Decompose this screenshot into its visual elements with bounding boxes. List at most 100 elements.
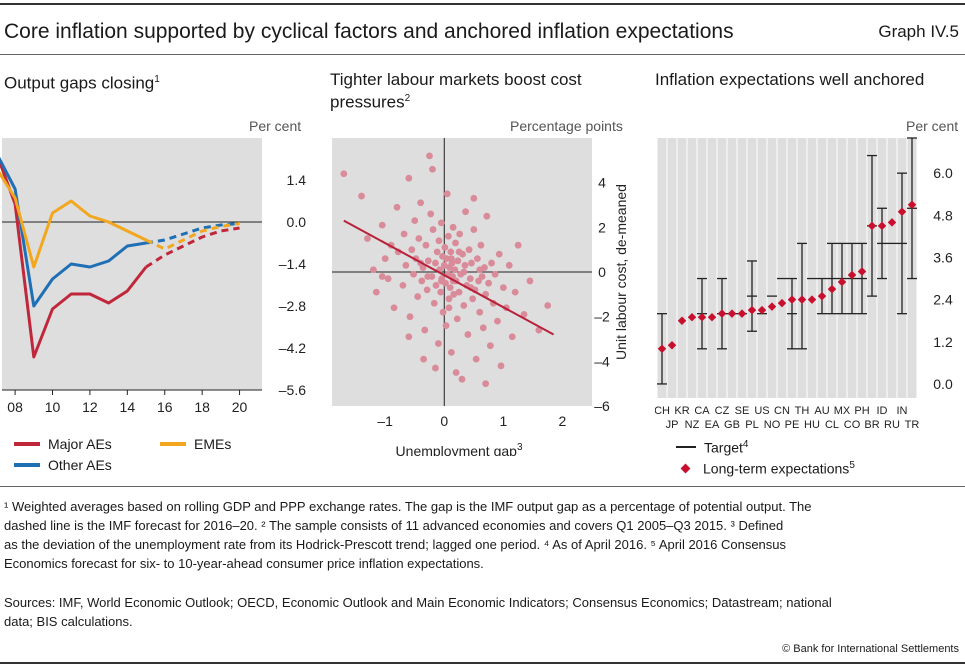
panel1-unit: Per cent <box>249 118 302 134</box>
category-label: JP <box>666 419 679 431</box>
category-label: CA <box>694 405 710 417</box>
category-label: SE <box>735 405 750 417</box>
scatter-point <box>470 226 478 233</box>
scatter-point <box>432 364 439 372</box>
x-tick-label: 0 <box>440 413 448 429</box>
x-tick-label: 10 <box>45 399 61 415</box>
scatter-point <box>434 340 442 347</box>
y-tick-label: –2.8 <box>279 298 306 314</box>
labour-scatter-chart: 4 2 0 –2 –4 –6 –1 0 1 2 Unemployment gap3 Unit labo… <box>332 138 629 456</box>
y-tick-label: 6.0 <box>933 165 953 181</box>
scatter-point <box>399 282 407 289</box>
scatter-point <box>460 302 468 309</box>
x-tick-label: 16 <box>157 399 173 415</box>
scatter-point <box>437 219 445 227</box>
category-label: NZ <box>685 419 700 431</box>
scatter-point <box>423 286 431 294</box>
expectation-marker-CN <box>777 298 787 308</box>
legend-target: Target4 <box>676 439 748 456</box>
footnote-line-3: as the deviation of the unemployment rat… <box>4 537 787 552</box>
scatter-point <box>497 362 505 370</box>
scatter-point <box>462 208 469 216</box>
category-label: PH <box>854 405 869 417</box>
scatter-point <box>402 261 410 269</box>
y-tick-label: 0 <box>598 264 606 280</box>
scatter-point <box>505 261 513 269</box>
scatter-point <box>405 174 413 182</box>
scatter-point <box>414 293 422 300</box>
y-tick-label: 0.0 <box>287 214 307 230</box>
y-tick-label: 3.6 <box>933 249 953 265</box>
scatter-point <box>473 255 481 262</box>
scatter-point <box>427 210 435 218</box>
scatter-point <box>372 288 380 296</box>
category-label: NO <box>764 419 781 431</box>
scatter-point <box>437 288 445 296</box>
y-tick-label: –4.2 <box>279 340 306 356</box>
scatter-point <box>526 277 534 285</box>
y-tick-label: –5.6 <box>279 382 306 398</box>
inflation-expectations-chart: 6.0 4.8 3.6 2.4 1.2 0.0 CH JP KR NZ CA EA CZ GB SE PL US… <box>655 137 953 431</box>
panel3-unit: Per cent <box>906 118 959 134</box>
category-label: CL <box>825 419 839 431</box>
category-label: BR <box>864 419 879 431</box>
scatter-point <box>461 261 469 269</box>
scatter-point <box>381 255 389 262</box>
x-tick-label: 20 <box>232 399 248 415</box>
series-line-other-aes <box>0 156 147 308</box>
x-tick-label: 1 <box>499 413 507 429</box>
category-label: CN <box>774 405 790 417</box>
scatter-point <box>456 230 464 238</box>
expectation-marker-NO <box>767 302 777 311</box>
scatter-point <box>499 284 507 292</box>
scatter-point <box>511 288 519 296</box>
scatter-point <box>508 333 516 341</box>
legend-diamond-icon <box>680 463 691 474</box>
scatter-point <box>460 268 468 276</box>
scatter-point <box>442 322 450 329</box>
scatter-point <box>410 270 417 278</box>
scatter-point <box>422 241 430 249</box>
x-tick-label: 18 <box>194 399 210 415</box>
category-label: GB <box>724 419 740 431</box>
scatter-point <box>420 355 427 363</box>
scatter-point <box>432 259 439 267</box>
scatter-point <box>378 273 386 280</box>
sources-line-1: Sources: IMF, World Economic Outlook; OE… <box>4 595 832 610</box>
scatter-point <box>417 199 425 207</box>
scatter-point <box>454 257 462 265</box>
title-rule <box>0 54 965 55</box>
scatter-point <box>440 261 448 269</box>
scatter-point <box>455 248 463 256</box>
legend-swatch-target <box>676 446 696 449</box>
y-tick-label: 4 <box>598 175 606 191</box>
y-tick-label: –6 <box>594 398 610 414</box>
scatter-point <box>476 308 484 316</box>
category-label: US <box>754 405 769 417</box>
category-label: KR <box>674 405 689 417</box>
expectation-marker-PH <box>857 267 867 276</box>
scatter-point <box>393 203 401 211</box>
category-label: CH <box>655 405 670 417</box>
bottom-rule <box>0 662 965 664</box>
x-tick-label: 12 <box>82 399 98 415</box>
trend-line <box>343 219 555 336</box>
scatter-point <box>491 270 499 278</box>
scatter-point <box>358 192 365 200</box>
scatter-point <box>451 266 459 274</box>
legend-long-term-expectations: Long-term expectations5 <box>680 460 855 477</box>
x-tick-label: 08 <box>7 399 23 415</box>
expectation-marker-CL <box>827 284 837 294</box>
category-label: MX <box>834 405 851 417</box>
scatter-point <box>426 152 433 160</box>
x-tick-label: –1 <box>377 413 393 429</box>
scatter-point <box>469 295 477 303</box>
expectation-marker-MX <box>837 277 847 287</box>
scatter-point <box>429 165 436 173</box>
legend-other-aes: Other AEs <box>14 457 112 473</box>
scatter-point <box>449 223 457 231</box>
scatter-point <box>429 226 437 233</box>
scatter-point <box>464 331 472 338</box>
scatter-point <box>447 349 455 356</box>
scatter-point <box>488 259 495 267</box>
